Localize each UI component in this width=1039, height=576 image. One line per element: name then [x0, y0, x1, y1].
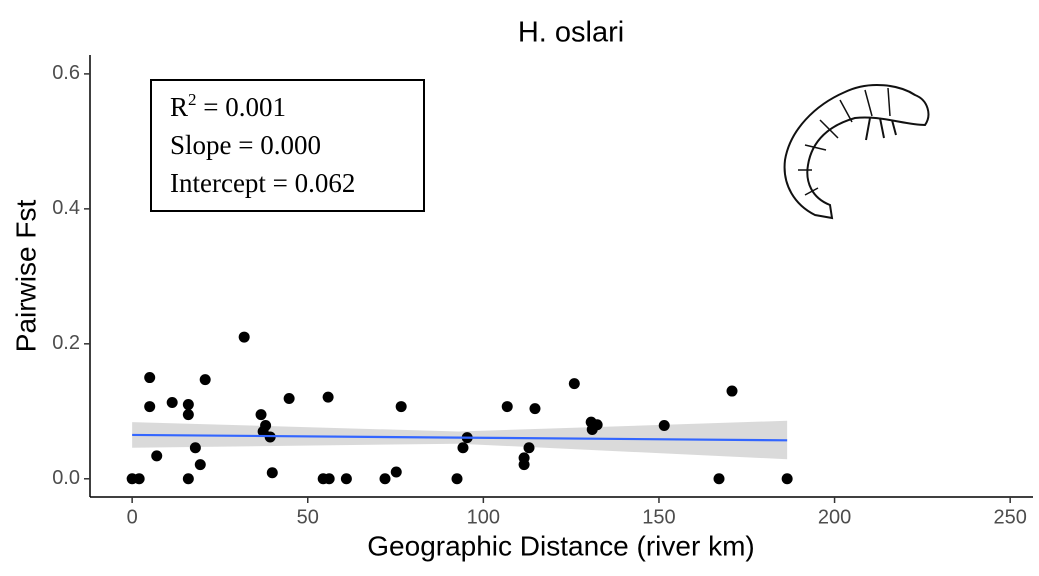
data-point — [340, 473, 352, 485]
x-tick-label: 150 — [642, 506, 675, 528]
data-point — [182, 473, 194, 485]
data-point — [182, 409, 194, 421]
larva-body — [783, 84, 930, 220]
x-tick-label: 0 — [127, 506, 138, 528]
regression-line — [132, 433, 788, 442]
data-point — [395, 401, 407, 413]
data-point — [501, 401, 513, 413]
data-point — [194, 459, 206, 471]
data-point — [457, 442, 469, 454]
data-point — [182, 399, 194, 411]
data-point — [451, 473, 463, 485]
data-point — [151, 450, 163, 462]
x-tick-label: 250 — [993, 506, 1026, 528]
data-point — [518, 459, 530, 471]
data-point — [390, 466, 402, 478]
r2-value: = 0.001 — [197, 92, 286, 122]
annotation-slope: Slope = 0.000 — [170, 130, 321, 160]
annotation-r2: R2 = 0.001 — [170, 90, 286, 122]
y-tick-label: 0.6 — [52, 62, 80, 84]
x-tick-label: 100 — [467, 506, 500, 528]
data-point — [781, 473, 793, 485]
data-point — [523, 442, 535, 454]
data-point — [238, 331, 250, 343]
annotation-frame — [150, 79, 425, 212]
data-point — [144, 401, 156, 413]
y-tick-label: 0.2 — [52, 332, 80, 354]
data-point — [529, 403, 541, 415]
x-axis-title: Geographic Distance (river km) — [367, 530, 754, 561]
data-point — [322, 391, 334, 403]
data-point — [260, 419, 272, 431]
r2-symbol: R — [170, 92, 188, 122]
data-point — [568, 378, 580, 390]
y-tick-label: 0.4 — [52, 197, 80, 219]
data-point — [166, 397, 178, 409]
x-tick-label: 50 — [297, 506, 319, 528]
larva-segments — [798, 87, 891, 196]
data-point — [189, 442, 201, 454]
data-point — [255, 409, 267, 421]
data-point — [726, 385, 738, 397]
data-point — [266, 467, 278, 479]
annotation-intercept: Intercept = 0.062 — [170, 168, 355, 198]
data-point — [144, 372, 156, 384]
data-point — [658, 419, 670, 431]
x-tick-label: 200 — [818, 506, 851, 528]
data-point — [283, 392, 295, 404]
chart-title: H. oslari — [518, 17, 624, 49]
data-point — [323, 473, 335, 485]
confidence-band — [132, 420, 788, 460]
data-point — [133, 473, 145, 485]
data-point — [591, 419, 603, 431]
data-point — [199, 374, 211, 386]
data-point — [379, 473, 391, 485]
y-tick-label: 0.0 — [52, 467, 80, 489]
y-axis-title: Pairwise Fst — [10, 200, 41, 353]
r2-superscript: 2 — [188, 90, 197, 109]
annotation-box: R2 = 0.001 Slope = 0.000 Intercept = 0.0… — [150, 79, 425, 212]
larva-legs — [865, 117, 897, 141]
larva-illustration — [783, 84, 930, 220]
data-point — [713, 473, 725, 485]
